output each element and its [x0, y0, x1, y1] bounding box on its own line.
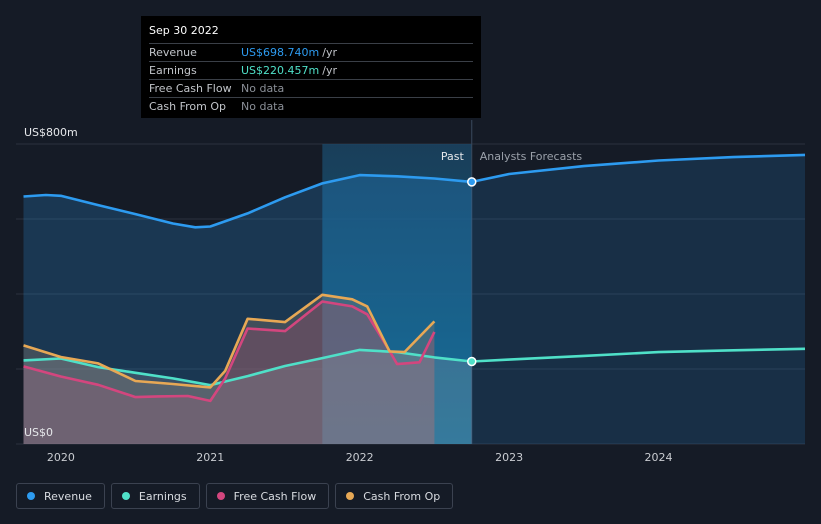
- revenue-marker: [467, 177, 477, 187]
- legend-item-cash-from-op[interactable]: Cash From Op: [335, 483, 454, 509]
- legend-item-free-cash-flow[interactable]: Free Cash Flow: [205, 483, 330, 509]
- tooltip-row: Cash From Op No data: [149, 97, 473, 115]
- x-tick-label: 2024: [645, 451, 673, 464]
- past-highlight-band: [322, 144, 472, 444]
- legend-item-revenue[interactable]: Revenue: [16, 483, 105, 509]
- chart-tooltip: Sep 30 2022 Revenue US$698.740m/yr Earning…: [141, 16, 481, 118]
- legend-label: Free Cash Flow: [233, 489, 317, 503]
- tooltip-value: No data: [241, 100, 285, 113]
- cash-from-op-line: [23, 293, 436, 389]
- tooltip-value: No data: [241, 82, 285, 95]
- tooltip-label: Free Cash Flow: [149, 82, 232, 95]
- legend-label: Earnings: [138, 489, 187, 503]
- x-tick-label: 2021: [196, 451, 224, 464]
- tooltip-value: US$698.740m: [241, 46, 320, 59]
- tooltip-value: US$220.457m: [241, 64, 320, 77]
- legend-dot-icon: [121, 492, 130, 500]
- earnings-marker: [467, 356, 477, 367]
- tooltip-label: Earnings: [149, 64, 197, 77]
- revenue-area: [23, 175, 472, 444]
- tooltip-label: Revenue: [149, 46, 197, 59]
- past-label: Past: [441, 150, 465, 163]
- x-tick-label: 2022: [346, 451, 374, 464]
- x-tick-label: 2020: [47, 451, 75, 464]
- x-tick-label: 2023: [495, 451, 523, 464]
- tooltip-unit: /yr: [322, 46, 337, 59]
- tooltip-unit: /yr: [322, 64, 337, 77]
- tooltip-date: Sep 30 2022: [149, 24, 219, 37]
- forecast-label: Analysts Forecasts: [480, 150, 583, 163]
- chart-legend: Revenue Earnings Free Cash Flow Cash From O…: [16, 483, 454, 509]
- legend-item-earnings[interactable]: Earnings: [110, 483, 200, 509]
- tooltip-label: Cash From Op: [149, 100, 227, 113]
- tooltip-row: Revenue US$698.740m/yr: [149, 43, 473, 61]
- y-tick-label: US$0: [24, 426, 53, 439]
- legend-label: Cash From Op: [363, 489, 441, 503]
- y-tick-label: US$800m: [24, 126, 78, 139]
- tooltip-row: Free Cash Flow No data: [149, 79, 473, 97]
- tooltip-row: Earnings US$220.457m/yr: [149, 61, 473, 79]
- legend-label: Revenue: [44, 489, 92, 503]
- legend-dot-icon: [346, 492, 355, 500]
- free-cash-flow-line: [23, 300, 436, 403]
- revenue-line: [23, 173, 472, 229]
- earnings-forecast-line: [471, 347, 806, 363]
- revenue-forecast-area: [471, 154, 805, 444]
- legend-dot-icon: [27, 492, 35, 500]
- revenue-forecast-line: [471, 153, 806, 184]
- legend-dot-icon: [216, 492, 225, 500]
